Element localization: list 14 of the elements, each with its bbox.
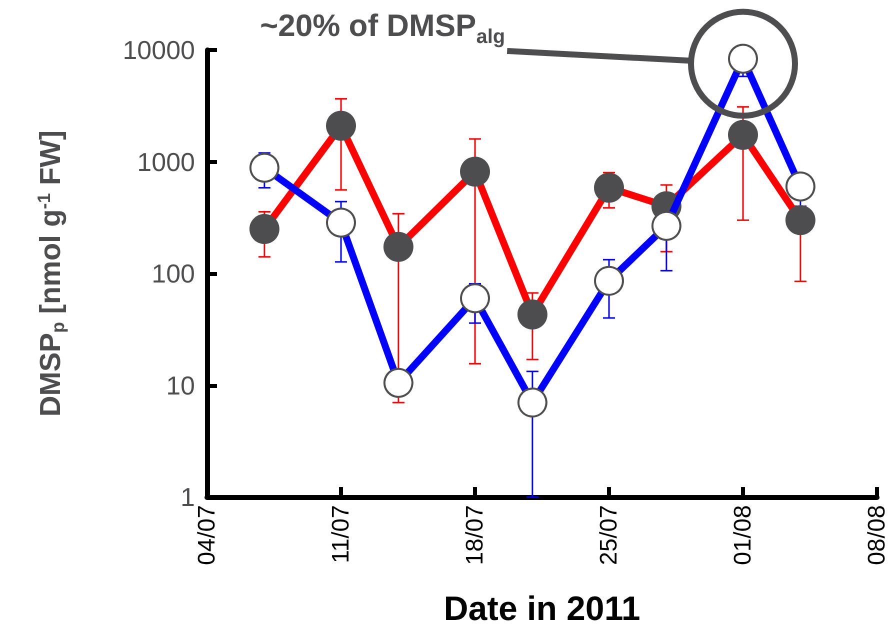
y-axis-title: DMSPp [nmol g-1 FW] [34,130,68,417]
y-tick-label: 1000 [137,146,195,177]
x-tick-label: 25/07 [596,505,622,566]
y-tick-label: 10000 [122,35,195,65]
x-tick-label: 08/08 [864,505,890,566]
x-tick-label: 04/07 [194,505,220,566]
x-tick-label: 11/07 [328,505,354,564]
y-tick-label: 100 [152,258,195,288]
y-tick-label: 10 [166,370,195,400]
text: ~20% of DMSP$_{alg}$ [260,8,506,50]
x-tick-label: 18/07 [462,505,488,566]
y-tick-label: 1 [180,482,195,512]
x-tick-label: 01/08 [730,505,756,566]
x-axis-title: Date in 2011 [444,590,640,628]
